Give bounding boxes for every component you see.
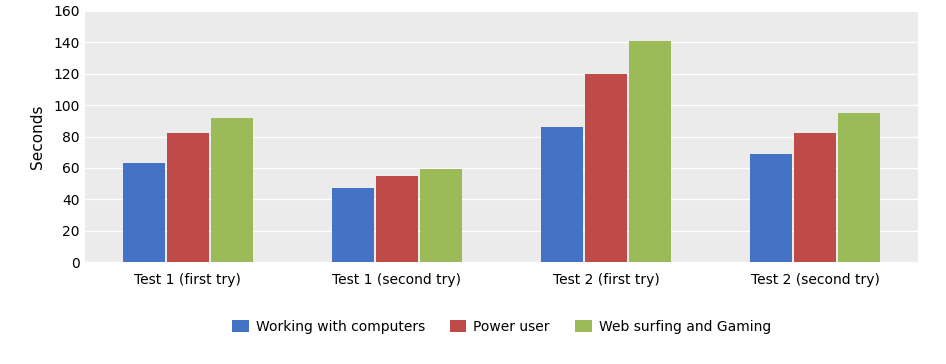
Bar — [376, 176, 418, 262]
Bar — [211, 118, 253, 262]
Bar — [166, 133, 209, 262]
Bar — [750, 154, 792, 262]
Legend: Working with computers, Power user, Web surfing and Gaming: Working with computers, Power user, Web … — [226, 314, 777, 339]
Bar — [332, 188, 374, 262]
Bar — [585, 74, 627, 262]
Bar — [629, 41, 671, 262]
Bar — [838, 113, 880, 262]
Y-axis label: Seconds: Seconds — [29, 104, 44, 169]
Bar — [420, 170, 462, 262]
Bar — [123, 163, 165, 262]
Bar — [541, 127, 583, 262]
Bar — [794, 133, 836, 262]
